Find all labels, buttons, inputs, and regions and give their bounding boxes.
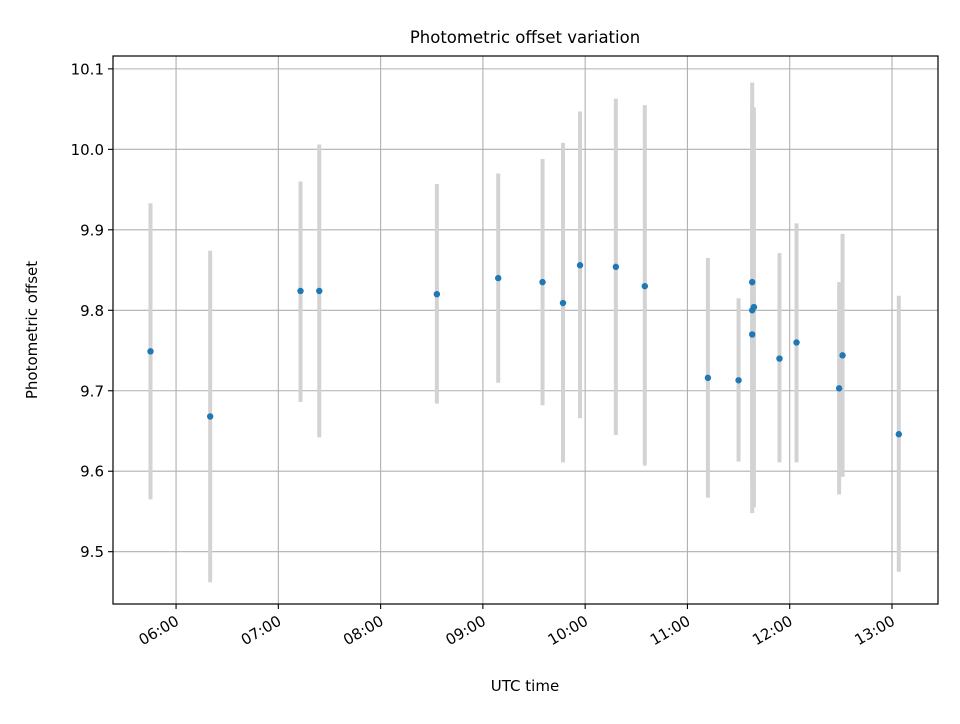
y-tick-label: 9.8 (80, 302, 104, 320)
data-point (612, 263, 620, 271)
chart-title: Photometric offset variation (410, 28, 640, 47)
data-point (750, 303, 758, 311)
data-point (495, 274, 502, 282)
data-point (895, 431, 902, 438)
data-point (641, 282, 649, 290)
data-points (147, 262, 902, 438)
y-axis-label: Photometric offset (23, 261, 41, 399)
data-point (749, 278, 756, 286)
data-point (316, 287, 323, 295)
data-point (539, 278, 546, 286)
data-point (433, 290, 441, 298)
data-point (793, 339, 800, 346)
data-point (749, 331, 756, 338)
y-axis-ticks: 9.5 9.6 9.7 9.8 9.9 10.0 10.1 (71, 60, 113, 561)
data-point (206, 413, 214, 420)
grid (113, 56, 938, 604)
data-point (297, 287, 304, 295)
data-point (576, 262, 584, 269)
data-point (835, 385, 843, 392)
data-point (735, 377, 742, 384)
y-tick-label: 10.1 (71, 60, 104, 78)
y-tick-label: 9.9 (80, 221, 104, 239)
y-tick-label: 9.6 (80, 463, 104, 481)
y-tick-label: 9.7 (80, 382, 104, 400)
x-axis-label: UTC time (491, 677, 559, 695)
y-tick-label: 9.5 (80, 543, 104, 561)
data-point (147, 348, 154, 355)
data-point (839, 352, 846, 359)
data-point (704, 374, 712, 382)
data-point (559, 299, 567, 307)
y-tick-label: 10.0 (71, 141, 104, 159)
plot-frame (112, 55, 939, 605)
data-point (776, 355, 783, 362)
